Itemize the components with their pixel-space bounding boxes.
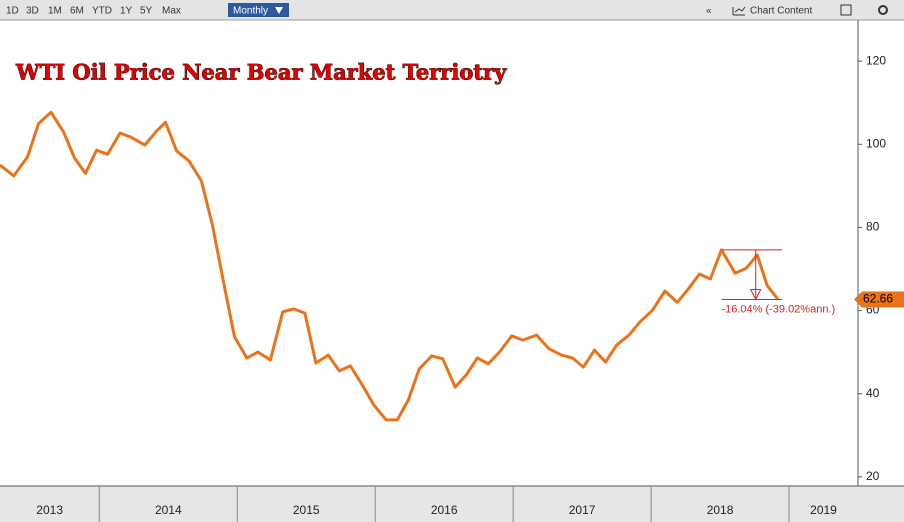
chart-title: WTI Oil Price Near Bear Market Terriotry — [15, 60, 507, 85]
y-tick-label: 120 — [866, 53, 886, 67]
period-label[interactable]: Monthly — [233, 6, 268, 17]
toolbar — [0, 0, 904, 20]
range-button[interactable]: YTD — [92, 6, 112, 17]
range-button[interactable]: 6M — [70, 6, 84, 17]
x-tick-label: 2013 — [36, 503, 63, 517]
measure-arrowhead — [749, 289, 762, 301]
y-tick-label: 80 — [866, 220, 880, 234]
x-tick-label: 2015 — [293, 503, 320, 517]
last-value-badge — [854, 291, 904, 308]
y-tick-label: 40 — [866, 386, 880, 400]
range-button[interactable]: 1M — [48, 6, 62, 17]
x-tick-label: 2019 — [810, 503, 837, 517]
chart-content-button[interactable]: Chart Content — [750, 6, 812, 17]
x-tick-label: 2016 — [431, 503, 458, 517]
x-tick-label: 2018 — [707, 503, 734, 517]
chart-icon — [732, 6, 746, 16]
settings-icon[interactable] — [878, 5, 888, 15]
period-button[interactable] — [228, 3, 289, 17]
range-button[interactable]: 5Y — [140, 6, 153, 17]
x-tick-label: 2017 — [569, 503, 596, 517]
price-line — [0, 110, 780, 422]
edit-icon[interactable] — [840, 4, 852, 16]
range-button[interactable]: 3D — [26, 6, 39, 17]
y-tick-label: 100 — [866, 136, 886, 150]
range-button[interactable]: 1D — [6, 6, 19, 17]
dropdown-icon — [275, 7, 283, 14]
range-button[interactable]: 1Y — [120, 6, 133, 17]
x-tick-label: 2014 — [155, 503, 182, 517]
range-button[interactable]: Max — [162, 6, 181, 17]
measure-label: -16.04% (-39.02%ann.) — [721, 303, 835, 315]
x-axis-band — [0, 486, 904, 522]
collapse-icon[interactable]: « — [706, 6, 712, 17]
y-tick-label: 20 — [866, 469, 880, 483]
last-value-label: 62.66 — [863, 292, 893, 306]
